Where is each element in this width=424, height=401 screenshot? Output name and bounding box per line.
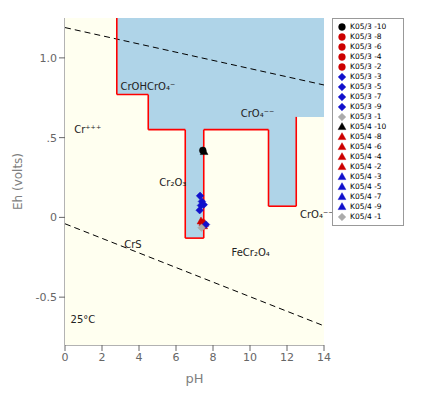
svg-text:12: 12 [280, 351, 294, 364]
html-text:K05/3 -2: K05/3 -2 [350, 62, 382, 71]
html-text:K05/4 -5: K05/4 -5 [350, 182, 382, 191]
html-text:K05/3 -7: K05/3 -7 [350, 92, 382, 101]
svg-text:2: 2 [99, 351, 106, 364]
html-text:K05/4 -7: K05/4 -7 [350, 192, 382, 201]
html-text:K05/3 -4: K05/3 -4 [350, 52, 382, 61]
svg-text:Eh (volts): Eh (volts) [11, 153, 25, 210]
html-text:K05/4 -2: K05/4 -2 [350, 162, 382, 171]
html-text:K05/3 -1: K05/3 -1 [350, 112, 382, 121]
svg-text:.5: .5 [47, 132, 58, 145]
html-text:K05/4 -1: K05/4 -1 [350, 212, 382, 221]
svg-text:14: 14 [317, 351, 331, 364]
svg-text:8: 8 [210, 351, 217, 364]
svg-text:-0.5: -0.5 [36, 291, 57, 304]
svg-text:0: 0 [62, 351, 69, 364]
html-text:K05/3 -8: K05/3 -8 [350, 32, 382, 41]
html-text:K05/4 -4: K05/4 -4 [350, 152, 382, 161]
svg-text:6: 6 [173, 351, 180, 364]
svg-text:Cr⁺⁺⁺: Cr⁺⁺⁺ [74, 124, 101, 135]
svg-text:CrOHCrO₄⁻: CrOHCrO₄⁻ [121, 81, 176, 92]
html-text:K05/3 -3: K05/3 -3 [350, 72, 382, 81]
html-text:K05/4 -10: K05/4 -10 [350, 122, 387, 131]
svg-text:1.0: 1.0 [40, 52, 58, 65]
html-text:K05/3 -5: K05/3 -5 [350, 82, 382, 91]
html-text:K05/4 -9: K05/4 -9 [350, 202, 382, 211]
html-text:K05/3 -6: K05/3 -6 [350, 42, 382, 51]
svg-text:FeCr₂O₄: FeCr₂O₄ [232, 247, 270, 258]
svg-text:Cr₂O₃: Cr₂O₃ [159, 177, 186, 188]
html-text:K05/4 -3: K05/4 -3 [350, 172, 382, 181]
svg-text:CrS: CrS [124, 239, 141, 250]
svg-text:10: 10 [243, 351, 257, 364]
svg-text:4: 4 [136, 351, 143, 364]
html-text:K05/4 -6: K05/4 -6 [350, 142, 382, 151]
html-text:K05/3 -10: K05/3 -10 [350, 22, 387, 31]
html-text:K05/3 -9: K05/3 -9 [350, 102, 382, 111]
svg-text:pH: pH [185, 371, 203, 386]
svg-text:CrO₄⁻⁻: CrO₄⁻⁻ [300, 209, 334, 220]
svg-text:CrO₄⁻⁻: CrO₄⁻⁻ [241, 108, 275, 119]
svg-text:25°C: 25°C [71, 314, 96, 325]
svg-text:0: 0 [50, 211, 57, 224]
html-text:K05/4 -8: K05/4 -8 [350, 132, 382, 141]
